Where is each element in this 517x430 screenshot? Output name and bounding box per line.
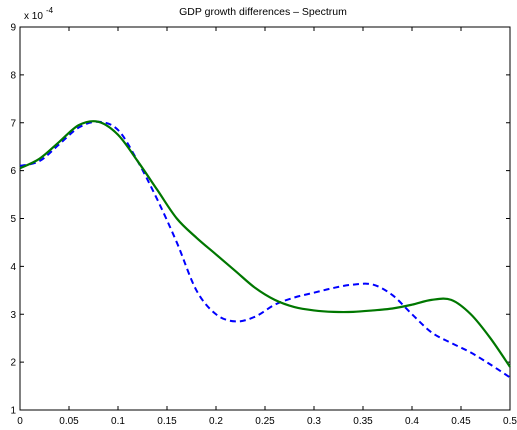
y-tick-label: 4 xyxy=(10,262,16,273)
x-tick-label: 0.35 xyxy=(353,416,373,427)
chart-title: GDP growth differences – Spectrum xyxy=(179,6,347,18)
x-tick-label: 0.45 xyxy=(451,416,471,427)
y-tick-label: 3 xyxy=(10,310,16,321)
x-tick-label: 0 xyxy=(17,416,23,427)
x-tick-label: 0.1 xyxy=(111,416,125,427)
y-tick-label: 6 xyxy=(10,166,16,177)
y-tick-label: 5 xyxy=(10,214,16,225)
x-tick-label: 0.4 xyxy=(405,416,419,427)
y-tick-label: 8 xyxy=(10,70,16,81)
y-tick-label: 1 xyxy=(10,406,16,417)
x-tick-label: 0.25 xyxy=(255,416,275,427)
series-layer xyxy=(19,120,511,379)
plot-frame xyxy=(19,26,511,411)
x-tick-label: 0.05 xyxy=(59,416,79,427)
y-tick-label: 7 xyxy=(10,118,16,129)
x-tick-label: 0.5 xyxy=(503,416,517,427)
axis-tick-labels: 0 0.05 0.1 0.15 0.2 0.25 0.3 0.35 0.4 0.45 0.5 1 2 3 4… xyxy=(10,23,517,428)
y-tick-label: 2 xyxy=(10,358,16,369)
x-tick-label: 0.3 xyxy=(307,416,321,427)
y-tick-label: 9 xyxy=(10,23,16,34)
series-line-dashed xyxy=(19,120,511,379)
axis-ticks xyxy=(19,26,511,411)
y-scale-exponent: -4 xyxy=(46,6,54,15)
x-tick-label: 0.15 xyxy=(157,416,177,427)
y-scale-label: x 10 xyxy=(24,11,43,22)
series-line-solid xyxy=(19,120,511,368)
x-tick-label: 0.2 xyxy=(209,416,223,427)
